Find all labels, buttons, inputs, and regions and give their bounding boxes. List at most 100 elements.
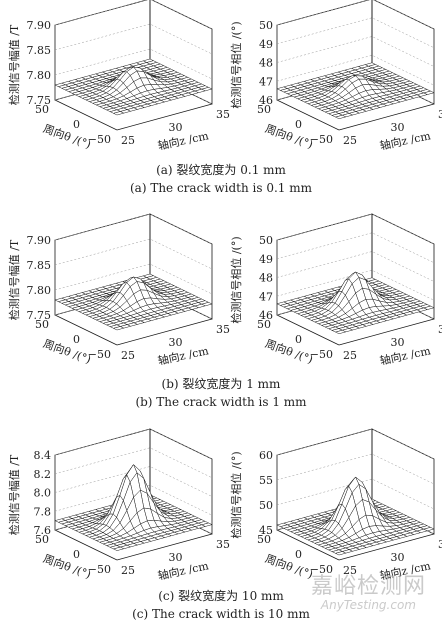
z-gridline — [54, 447, 213, 478]
floor-edge-z — [338, 103, 435, 131]
z-tick-label: 7.6 — [34, 524, 52, 537]
z-axis-tick-label: 30 — [391, 336, 405, 349]
floor-edge-z — [116, 103, 213, 131]
floor-edge-theta — [54, 99, 118, 131]
z-gridline — [276, 213, 435, 245]
z-tick-label: 48 — [259, 57, 273, 70]
floor-edge-theta — [276, 529, 340, 561]
value-axis-label: 检测信号相位 /(°) — [229, 451, 243, 538]
z-axis-tick-label: 25 — [121, 564, 135, 577]
z-tick-label: 45 — [259, 524, 273, 537]
z-axis-label: 轴向z /cm — [156, 343, 210, 368]
floor-edge-z — [116, 533, 213, 561]
theta-tick-label: 50 — [257, 533, 271, 546]
z-tick-label: 60 — [259, 449, 273, 462]
z-tick-label: 7.90 — [27, 19, 52, 32]
z-gridline — [276, 0, 435, 30]
z-axis-tick-label: 35 — [438, 108, 442, 121]
theta-axis-label: 周向θ /(°) — [263, 121, 315, 151]
surface-cell — [334, 329, 347, 335]
z-tick-label: 47 — [259, 75, 273, 88]
floor-edge-z — [338, 533, 435, 561]
caption-b-en: (b) The crack width is 1 mm — [135, 395, 307, 409]
floor-edge-theta — [276, 314, 340, 346]
z-tick-label: 48 — [259, 272, 273, 285]
surface-cell — [112, 326, 125, 331]
z-gridline — [54, 238, 213, 270]
z-tick-label: 46 — [259, 94, 273, 107]
theta-tick-label: −50 — [88, 133, 111, 146]
theta-tick-label: 0 — [73, 118, 80, 131]
z-gridline — [276, 269, 435, 301]
theta-tick-label: −50 — [310, 563, 333, 576]
z-tick-label: 7.85 — [27, 44, 52, 57]
z-gridline — [276, 478, 435, 510]
z-tick-label: 55 — [259, 474, 273, 487]
value-axis-label: 检测信号相位 /(°) — [229, 21, 243, 108]
z-tick-label: 7.75 — [27, 94, 52, 107]
caption-c-cn: (c) 裂纹宽度为 10 mm — [158, 589, 284, 603]
z-tick-label: 8.0 — [34, 487, 52, 500]
surface-cell — [334, 114, 347, 120]
caption-c-en: (c) The crack width is 10 mm — [132, 607, 310, 621]
theta-tick-label: 0 — [73, 548, 80, 561]
surface-cell — [334, 551, 347, 556]
z-axis-label: 轴向z /cm — [378, 128, 432, 153]
surface-plot-a-amplitude: 7.75 7.80 7.85 7.90 50 0 −50 25 30 35 周向θ /(°) 轴向z … — [7, 0, 230, 153]
z-tick-label: 49 — [259, 38, 273, 51]
z-gridline — [276, 54, 435, 86]
z-tick-label: 50 — [259, 19, 273, 32]
theta-tick-label: 50 — [257, 318, 271, 331]
theta-tick-label: 0 — [73, 333, 80, 346]
watermark-en: AnyTesting.com — [320, 598, 416, 612]
floor-edge-theta — [276, 99, 340, 131]
z-axis-tick-label: 25 — [121, 134, 135, 147]
z-axis-tick-label: 30 — [391, 121, 405, 134]
z-axis-tick-label: 35 — [438, 323, 442, 336]
z-gridline — [276, 453, 435, 485]
z-axis-label: 轴向z /cm — [156, 558, 210, 583]
surface-cell — [112, 546, 125, 551]
floor-edge-theta — [54, 529, 118, 561]
z-axis-tick-label: 35 — [216, 108, 230, 121]
theta-tick-label: 50 — [35, 318, 49, 331]
z-gridline — [276, 428, 435, 460]
z-gridline — [54, 213, 213, 245]
surface-plot-b-amplitude: 7.75 7.80 7.85 7.90 50 0 −50 25 30 35 周向θ /(°) 轴向z … — [7, 213, 230, 368]
surface-plot-c-amplitude: 7.6 7.8 8.0 8.2 8.4 50 0 −50 25 30 35 周向θ /(°) 轴向z /… — [7, 428, 230, 583]
surface-cell — [112, 111, 125, 116]
z-gridline — [54, 48, 213, 80]
z-tick-label: 50 — [259, 234, 273, 247]
floor-edge-z — [116, 318, 213, 346]
z-tick-label: 46 — [259, 309, 273, 322]
z-gridline — [276, 251, 435, 282]
z-axis-tick-label: 25 — [121, 349, 135, 362]
z-tick-label: 7.85 — [27, 259, 52, 272]
z-axis-tick-label: 25 — [343, 349, 357, 362]
floor-edge-z — [338, 318, 435, 346]
z-tick-label: 7.80 — [27, 69, 52, 82]
z-gridline — [54, 466, 213, 497]
z-axis-tick-label: 30 — [169, 551, 183, 564]
theta-tick-label: 0 — [295, 333, 302, 346]
theta-tick-label: 0 — [295, 118, 302, 131]
surface-plot-a-phase: 46 47 48 49 50 50 0 −50 25 30 35 周向θ /(°) 轴向z /cm 检测信… — [229, 0, 442, 153]
theta-tick-label: −50 — [310, 348, 333, 361]
theta-tick-label: 50 — [35, 103, 49, 116]
z-axis-tick-label: 30 — [391, 551, 405, 564]
z-axis-tick-label: 35 — [216, 323, 230, 336]
theta-axis-label: 周向θ /(°) — [41, 551, 93, 581]
z-gridline — [54, 428, 213, 460]
theta-tick-label: −50 — [88, 563, 111, 576]
z-gridline — [276, 17, 435, 48]
theta-axis-label: 周向θ /(°) — [263, 551, 315, 581]
value-axis-label: 检测信号幅值 /T — [7, 24, 21, 105]
value-axis-label: 检测信号幅值 /T — [7, 454, 21, 535]
theta-tick-label: 50 — [35, 533, 49, 546]
z-axis-tick-label: 30 — [169, 121, 183, 134]
z-gridline — [54, 0, 213, 30]
theta-tick-label: 0 — [295, 548, 302, 561]
value-axis-label: 检测信号幅值 /T — [7, 239, 21, 320]
